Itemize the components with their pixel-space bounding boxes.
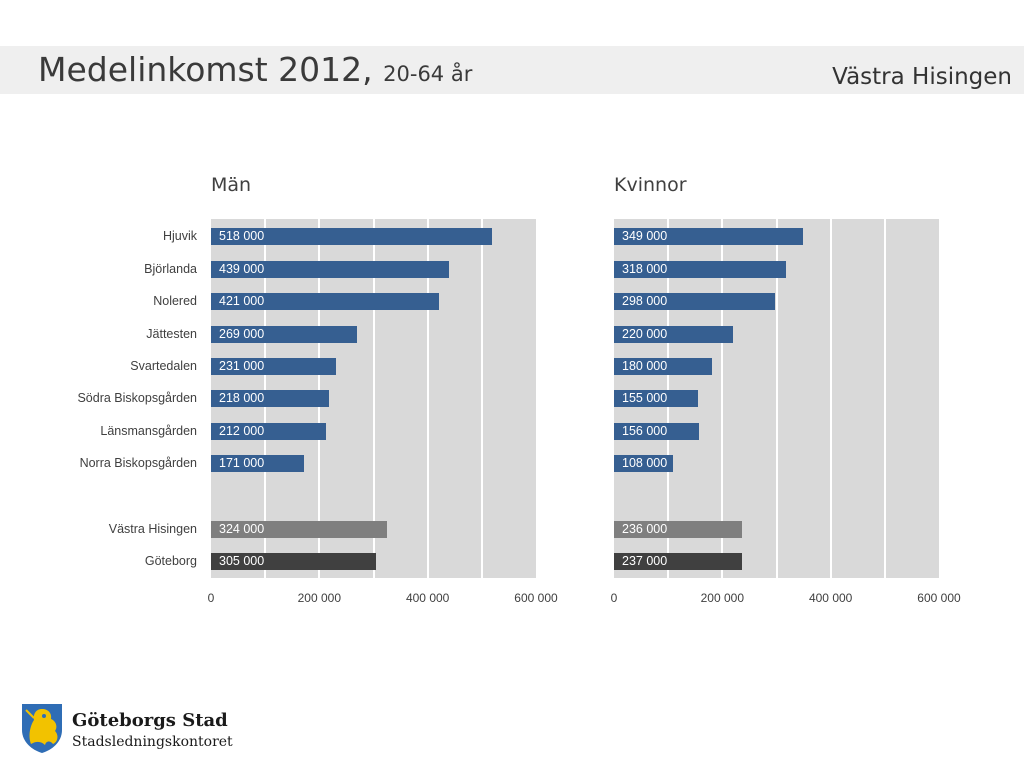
bar-value-label: 155 000 <box>622 391 668 405</box>
gridline <box>372 219 375 578</box>
bar <box>211 423 326 440</box>
title-subtitle: 20-64 år <box>383 62 473 86</box>
gridline <box>721 219 724 578</box>
category-label: Jättesten <box>146 327 197 341</box>
x-tick-label: 600 000 <box>514 591 558 605</box>
category-label: Norra Biskopsgården <box>79 456 197 470</box>
x-tick-label: 200 000 <box>700 591 745 605</box>
bar <box>614 521 742 538</box>
category-label: Nolered <box>153 294 197 308</box>
bar-value-label: 171 000 <box>219 456 265 470</box>
x-tick-label: 400 000 <box>405 591 450 605</box>
bar-value-label: 180 000 <box>622 359 668 373</box>
bar-value-label: 212 000 <box>219 424 265 438</box>
bar-value-label: 156 000 <box>622 424 668 438</box>
logo-name: Göteborgs Stad <box>72 710 228 731</box>
chart-title: Kvinnor <box>614 174 687 196</box>
bar-value-label: 269 000 <box>219 327 265 341</box>
bar-value-label: 237 000 <box>622 554 668 568</box>
bar-value-label: 220 000 <box>622 327 668 341</box>
bar <box>614 358 712 375</box>
bar <box>211 326 357 343</box>
bar-value-label: 324 000 <box>219 522 265 536</box>
bar <box>211 293 440 310</box>
x-tick-label: 0 <box>207 591 215 605</box>
chart-title: Män <box>211 174 252 196</box>
gridline <box>426 219 429 578</box>
header-band <box>0 46 1024 94</box>
category-label: Hjuvik <box>162 229 197 243</box>
bar <box>614 293 776 310</box>
bar-value-label: 518 000 <box>219 229 265 243</box>
bar <box>614 228 804 245</box>
bar-value-label: 318 000 <box>622 262 668 276</box>
bar <box>211 228 492 245</box>
gridline <box>775 219 778 578</box>
bar <box>614 261 787 278</box>
bar <box>614 553 743 570</box>
logo-subtitle: Stadsledningskontoret <box>72 734 233 750</box>
bar <box>614 455 673 472</box>
category-label: Björlanda <box>144 262 197 276</box>
category-label: Svartedalen <box>130 359 197 373</box>
x-tick-label: 600 000 <box>917 591 961 605</box>
bar-value-label: 298 000 <box>622 294 668 308</box>
category-label: Göteborg <box>144 554 197 568</box>
bar <box>614 390 698 407</box>
bar <box>211 455 304 472</box>
goteborg-lion-crest-icon <box>18 700 66 759</box>
x-tick-label: 200 000 <box>297 591 342 605</box>
bar-value-label: 218 000 <box>219 391 265 405</box>
region-label: Västra Hisingen <box>832 64 1012 90</box>
bar <box>211 521 387 538</box>
gridline <box>829 219 832 578</box>
category-label: Södra Biskopsgården <box>77 391 197 405</box>
bar-value-label: 421 000 <box>219 294 265 308</box>
gridline <box>480 219 483 578</box>
x-tick-label: 400 000 <box>808 591 853 605</box>
bar-value-label: 108 000 <box>622 456 668 470</box>
bar <box>211 390 330 407</box>
bar-value-label: 236 000 <box>622 522 668 536</box>
category-label: Västra Hisingen <box>108 522 197 536</box>
bar <box>211 553 377 570</box>
bar-value-label: 231 000 <box>219 359 265 373</box>
x-tick-label: 0 <box>610 591 618 605</box>
bar <box>211 261 449 278</box>
bar <box>211 358 337 375</box>
bar <box>614 423 699 440</box>
bar-value-label: 439 000 <box>219 262 265 276</box>
bar-value-label: 349 000 <box>622 229 668 243</box>
page-title: Medelinkomst 2012, 20-64 år <box>38 50 472 89</box>
title-main: Medelinkomst 2012, <box>38 50 384 89</box>
category-label: Länsmansgården <box>100 424 197 438</box>
gridline <box>883 219 886 578</box>
bar <box>614 326 734 343</box>
bar-value-label: 305 000 <box>219 554 265 568</box>
